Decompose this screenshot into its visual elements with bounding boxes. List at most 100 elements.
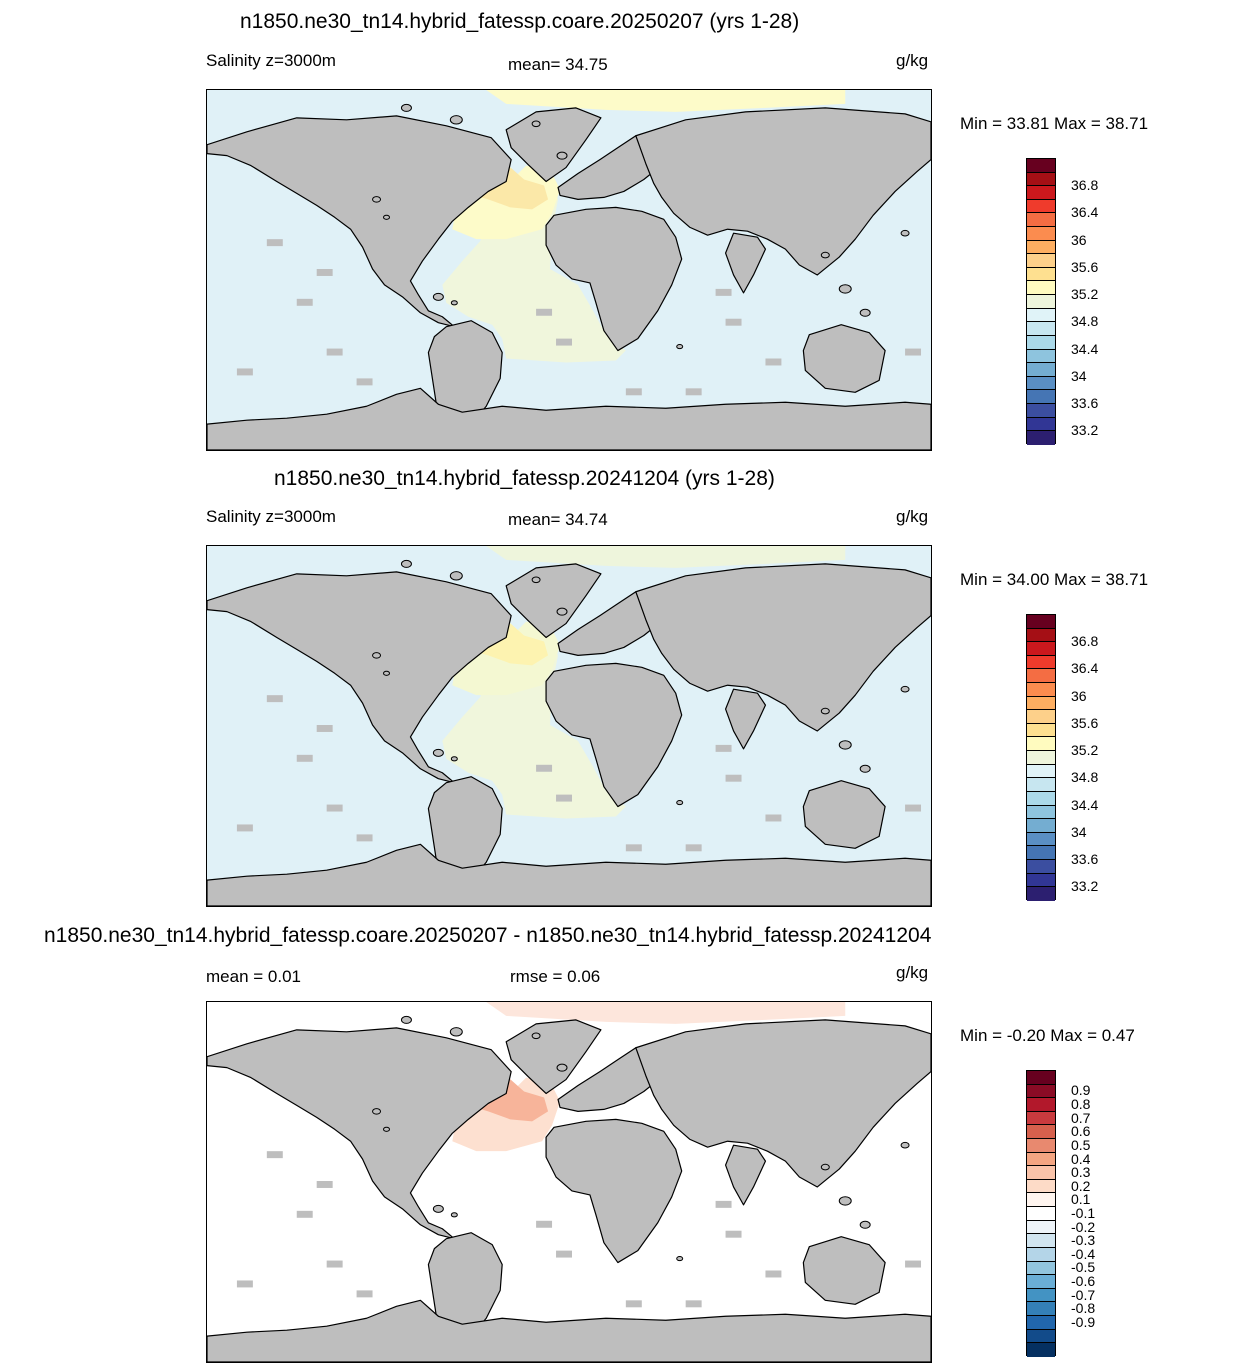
colorbar-box xyxy=(1027,846,1055,860)
colorbar xyxy=(1026,1070,1056,1357)
salinity-map xyxy=(206,545,932,907)
mean-label: mean= 34.75 xyxy=(508,55,608,74)
colorbar-tick-label: 0.1 xyxy=(1071,1191,1091,1208)
colorbar-box xyxy=(1027,1166,1055,1180)
colorbar-tick-label: 34 xyxy=(1071,367,1087,384)
colorbar-box xyxy=(1027,1084,1055,1099)
colorbar-box xyxy=(1027,172,1055,187)
panel-title: n1850.ne30_tn14.hybrid_fatessp.coare.202… xyxy=(240,10,800,33)
colorbar-box xyxy=(1027,1098,1055,1112)
colorbar-tick-label: 33.6 xyxy=(1071,851,1099,868)
colorbar-tick-label: 34.4 xyxy=(1071,796,1099,813)
colorbar-tick-label: 35.6 xyxy=(1071,258,1099,275)
colorbar-box xyxy=(1027,1193,1055,1208)
colorbar-box xyxy=(1027,642,1055,656)
colorbar-box xyxy=(1027,669,1055,684)
variable-label: Salinity z=3000m xyxy=(206,51,336,70)
colorbar-box xyxy=(1027,832,1055,847)
colorbar-tick-label: 36.8 xyxy=(1071,177,1099,194)
colorbar-box xyxy=(1027,737,1055,752)
colorbar-box xyxy=(1027,710,1055,724)
colorbar-box xyxy=(1027,655,1055,670)
colorbar-box xyxy=(1027,859,1055,874)
colorbar-tick-label: -0.9 xyxy=(1071,1313,1096,1330)
colorbar-box xyxy=(1027,873,1055,888)
colorbar-box xyxy=(1027,887,1055,901)
colorbar-tick-label: 35.6 xyxy=(1071,714,1099,731)
colorbar-box xyxy=(1027,723,1055,738)
colorbar-box xyxy=(1027,267,1055,282)
colorbar-box xyxy=(1027,764,1055,779)
colorbar-tick-label: -0.5 xyxy=(1071,1259,1096,1276)
panel-title: n1850.ne30_tn14.hybrid_fatessp.20241204 … xyxy=(274,467,775,490)
colorbar-box xyxy=(1027,308,1055,323)
colorbar-tick-label: 34.4 xyxy=(1071,340,1099,357)
colorbar-tick-label: 33.2 xyxy=(1071,878,1099,895)
colorbar-box xyxy=(1027,295,1055,309)
colorbar-tick-label: -0.1 xyxy=(1071,1205,1096,1221)
diff-mean-label: mean = 0.01 xyxy=(206,967,301,986)
colorbar-tick-label: 0.7 xyxy=(1071,1109,1091,1126)
colorbar-tick-label: -0.2 xyxy=(1071,1218,1096,1235)
colorbar-box xyxy=(1027,403,1055,418)
units-label: g/kg xyxy=(896,51,929,70)
colorbar-tick-label: 36.8 xyxy=(1071,633,1099,650)
colorbar-tick-label: 35.2 xyxy=(1071,742,1099,759)
colorbar-tick-label: 0.3 xyxy=(1071,1164,1091,1181)
variable-label: Salinity z=3000m xyxy=(206,507,336,526)
colorbar-tick-label: -0.7 xyxy=(1071,1286,1096,1303)
colorbar-box xyxy=(1027,213,1055,228)
colorbar-tick-label: 36 xyxy=(1071,231,1087,248)
colorbar-box xyxy=(1027,751,1055,765)
colorbar-box xyxy=(1027,1220,1055,1235)
colorbar-tick-label: 0.6 xyxy=(1071,1123,1091,1140)
colorbar-box xyxy=(1027,417,1055,432)
colorbar-tick-label: 0.4 xyxy=(1071,1150,1091,1167)
colorbar-tick-label: 35.2 xyxy=(1071,286,1099,303)
colorbar-box xyxy=(1027,431,1055,445)
colorbar-box xyxy=(1027,1111,1055,1126)
panel-title: n1850.ne30_tn14.hybrid_fatessp.coare.202… xyxy=(44,924,932,947)
colorbar-box xyxy=(1027,1261,1055,1276)
colorbar-tick-label: 0.5 xyxy=(1071,1136,1091,1153)
colorbar-tick-label: 0.8 xyxy=(1071,1096,1091,1113)
colorbar-box xyxy=(1027,1125,1055,1140)
colorbar-tick-label: 34 xyxy=(1071,823,1087,840)
colorbar-tick-label: -0.4 xyxy=(1071,1245,1096,1262)
mean-label: mean= 34.74 xyxy=(508,510,608,529)
colorbar-box xyxy=(1027,159,1055,173)
colorbar-box xyxy=(1027,376,1055,391)
colorbar-tick-label: 36 xyxy=(1071,687,1087,704)
min-max-label: Min = -0.20 Max = 0.47 xyxy=(960,1026,1135,1045)
colorbar-tick-label: 36.4 xyxy=(1071,204,1099,221)
colorbar-box xyxy=(1027,1288,1055,1303)
colorbar-tick-label: -0.8 xyxy=(1071,1300,1096,1317)
colorbar-box xyxy=(1027,1152,1055,1167)
units-label: g/kg xyxy=(896,963,929,982)
colorbar-tick-label: 0.2 xyxy=(1071,1177,1091,1194)
colorbar-box xyxy=(1027,1247,1055,1262)
colorbar xyxy=(1026,614,1056,901)
colorbar-box xyxy=(1027,227,1055,241)
colorbar-box xyxy=(1027,349,1055,364)
colorbar-box xyxy=(1027,281,1055,296)
colorbar-box xyxy=(1027,335,1055,350)
colorbar-box xyxy=(1027,615,1055,629)
colorbar-box xyxy=(1027,363,1055,377)
colorbar-box xyxy=(1027,805,1055,820)
colorbar-box xyxy=(1027,322,1055,336)
colorbar-tick-label: 33.2 xyxy=(1071,422,1099,439)
colorbar-tick-label: -0.6 xyxy=(1071,1273,1096,1290)
colorbar-box xyxy=(1027,199,1055,214)
colorbar-box xyxy=(1027,1179,1055,1194)
colorbar-box xyxy=(1027,778,1055,792)
colorbar-box xyxy=(1027,683,1055,697)
colorbar-box xyxy=(1027,819,1055,833)
colorbar-box xyxy=(1027,1234,1055,1248)
colorbar-box xyxy=(1027,1343,1055,1357)
min-max-label: Min = 34.00 Max = 38.71 xyxy=(960,570,1149,589)
colorbar-box xyxy=(1027,696,1055,711)
colorbar-box xyxy=(1027,240,1055,255)
colorbar-box xyxy=(1027,791,1055,806)
rmse-label: rmse = 0.06 xyxy=(510,967,601,986)
